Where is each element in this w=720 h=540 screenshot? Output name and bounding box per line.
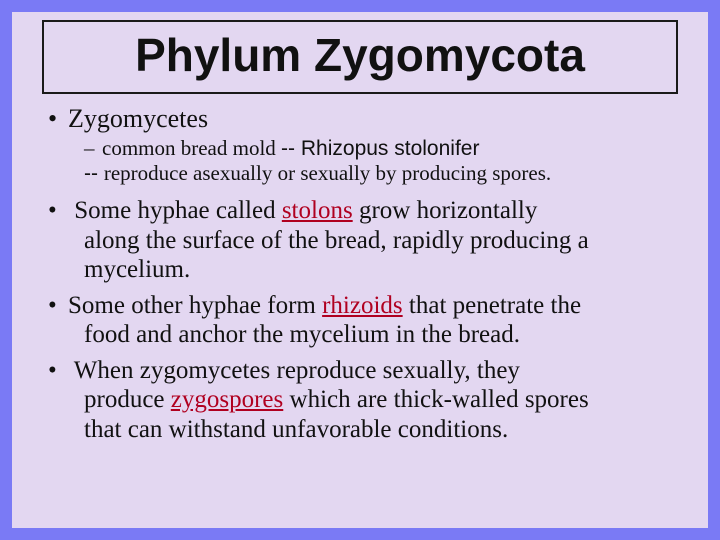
b2-line2: along the surface of the bread, rapidly …	[84, 226, 684, 256]
b2-post: grow horizontally	[353, 197, 538, 224]
b4-line3: that can withstand unfavorable condition…	[84, 415, 684, 445]
b1b-text: reproduce asexually or sexually by produ…	[104, 161, 551, 185]
b4-pre: When zygomycetes reproduce sexually, the…	[68, 357, 520, 384]
bullet-3: •Some other hyphae form rhizoids that pe…	[48, 291, 684, 350]
b4-keyword: zygospores	[171, 386, 283, 413]
bullet-icon: •	[48, 356, 68, 386]
b3-post: that penetrate the	[403, 292, 581, 319]
bullet-1a: –common bread mold -- Rhizopus stolonife…	[84, 136, 684, 161]
b4-line2: produce zygospores which are thick-walle…	[84, 385, 684, 415]
b1a-dash: --	[281, 137, 301, 160]
b1a-pre: common bread mold	[102, 136, 281, 160]
b4-line2b: which are thick-walled spores	[283, 386, 588, 413]
b3-line2: food and anchor the mycelium in the brea…	[84, 320, 684, 350]
b3-pre: Some other hyphae form	[68, 292, 322, 319]
content: •Zygomycetes –common bread mold -- Rhizo…	[28, 104, 692, 444]
b2-line3: mycelium.	[84, 255, 684, 285]
b1a-sans: Rhizopus stolonifer	[301, 137, 480, 160]
slide: Phylum Zygomycota •Zygomycetes –common b…	[12, 12, 708, 528]
b2-keyword: stolons	[282, 197, 353, 224]
bullet-1-text: Zygomycetes	[68, 104, 208, 133]
b3-keyword: rhizoids	[322, 292, 403, 319]
slide-title: Phylum Zygomycota	[54, 28, 666, 82]
bullet-icon: •	[48, 196, 68, 226]
bullet-2: • Some hyphae called stolons grow horizo…	[48, 196, 684, 285]
b1b-dash: --	[84, 162, 104, 185]
bullet-1b: -- reproduce asexually or sexually by pr…	[84, 161, 684, 186]
title-box: Phylum Zygomycota	[42, 20, 678, 94]
b2-pre: Some hyphae called	[68, 197, 282, 224]
bullet-icon: •	[48, 291, 68, 321]
dash-icon: –	[84, 136, 102, 161]
bullet-1: •Zygomycetes	[48, 104, 684, 134]
bullet-4: • When zygomycetes reproduce sexually, t…	[48, 356, 684, 445]
b4-line2a: produce	[84, 386, 171, 413]
bullet-icon: •	[48, 104, 68, 134]
